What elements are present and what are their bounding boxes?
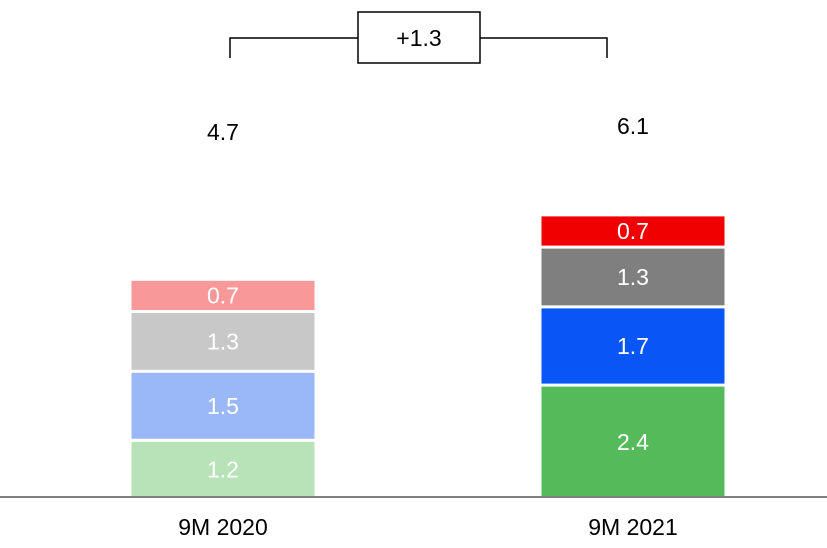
bar-segment-9m-2021-s4 <box>541 216 725 246</box>
category-label-9m-2020: 9M 2020 <box>178 514 268 540</box>
total-label-9m-2020: 4.7 <box>207 119 239 145</box>
delta-label: +1.3 <box>396 25 441 51</box>
bar-segment-9m-2021-s1 <box>541 386 725 497</box>
category-label-9m-2021: 9M 2021 <box>588 514 678 540</box>
bar-segment-9m-2020-s3 <box>131 313 315 370</box>
segment-value-label-9m-2021-s3: 1.3 <box>617 264 649 290</box>
total-label-9m-2021: 6.1 <box>617 113 649 139</box>
segment-value-label-9m-2020-s2: 1.5 <box>207 393 239 419</box>
segment-value-label-9m-2021-s2: 1.7 <box>617 333 649 359</box>
bar-segment-9m-2021-s3 <box>541 248 725 306</box>
bar-segment-9m-2021-s2 <box>541 308 725 384</box>
bar-segment-9m-2020-s4 <box>131 280 315 310</box>
delta-box <box>357 11 481 64</box>
segment-value-label-9m-2021-s1: 2.4 <box>617 429 649 455</box>
bar-segment-9m-2020-s1 <box>131 441 315 497</box>
delta-bracket-right <box>480 37 608 58</box>
segment-value-label-9m-2020-s1: 1.2 <box>207 456 239 482</box>
bar-segment-9m-2020-s2 <box>131 372 315 439</box>
bars-layer: 1.2 1.5 1.3 0.7 2.4 1.7 1.3 0.7 <box>131 216 725 497</box>
segment-value-label-9m-2020-s4: 0.7 <box>207 282 239 308</box>
delta-bracket <box>229 37 608 58</box>
segment-value-label-9m-2020-s3: 1.3 <box>207 328 239 354</box>
delta-bracket-left <box>229 37 358 58</box>
segment-value-label-9m-2021-s4: 0.7 <box>617 218 649 244</box>
